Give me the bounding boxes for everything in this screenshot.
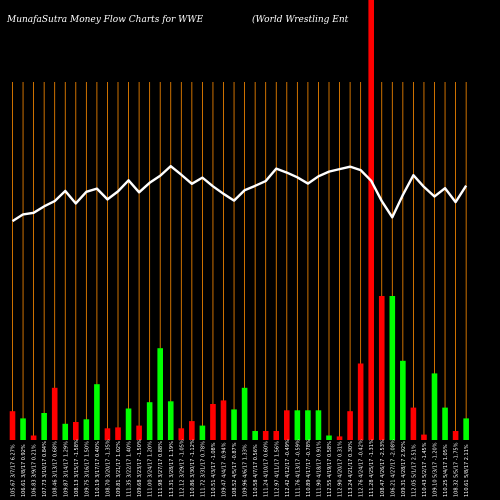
money-flow-bar bbox=[20, 418, 26, 440]
x-tick-label: 106.61 3/8/17 0.92% bbox=[21, 444, 27, 497]
money-flow-bar bbox=[326, 435, 332, 440]
x-tick-label: 109.10 5/3/17 -1.20% bbox=[433, 442, 439, 497]
money-flow-bar bbox=[104, 428, 111, 440]
x-tick-label: 109.68 3/23/17 -1.50% bbox=[137, 439, 143, 497]
money-flow-bar bbox=[157, 348, 163, 440]
x-tick-label: 109.87 3/14/17 1.29% bbox=[63, 441, 69, 497]
money-flow-bar bbox=[347, 411, 353, 440]
money-flow-bar bbox=[146, 402, 153, 440]
x-tick-label: 108.47 4/26/17 -2.53% bbox=[380, 439, 386, 497]
money-flow-bar bbox=[220, 400, 227, 440]
money-flow-bar bbox=[136, 425, 142, 440]
x-tick-label: 111.24 4/10/17 0.60% bbox=[264, 441, 270, 497]
x-tick-label: 110.25 5/4/17 1.05% bbox=[443, 444, 449, 497]
money-flow-bar bbox=[167, 401, 174, 440]
x-tick-label: 108.52 4/5/17 -0.87% bbox=[232, 442, 238, 497]
money-flow-bar bbox=[231, 409, 237, 440]
money-flow-bar bbox=[389, 296, 396, 440]
money-flow-bar bbox=[357, 363, 364, 440]
money-flow-bar bbox=[463, 418, 469, 440]
money-flow-bar bbox=[30, 435, 37, 440]
x-tick-label: 108.70 3/20/17 -1.35% bbox=[105, 439, 111, 497]
x-tick-label: 109.81 3/21/17 1.02% bbox=[116, 441, 122, 497]
money-flow-bar bbox=[294, 410, 301, 440]
money-flow-bar bbox=[273, 431, 280, 440]
x-tick-label: 110.43 5/2/17 -1.45% bbox=[422, 442, 428, 497]
x-tick-label: 113.24 4/21/17 0.30% bbox=[348, 441, 354, 497]
grid-lines bbox=[12, 82, 467, 440]
money-flow-bar bbox=[41, 413, 47, 440]
x-tick-label: 105.67 3/7/17 6.27% bbox=[11, 444, 17, 497]
x-tick-label: 108.13 3/15/17 -1.58% bbox=[74, 439, 80, 497]
x-tick-label: 106.83 3/9/17 0.21% bbox=[32, 444, 38, 497]
money-flow-bar bbox=[241, 387, 248, 440]
x-tick-label: 112.76 4/24/17 -0.42% bbox=[359, 439, 365, 497]
money-flow-bar bbox=[189, 421, 195, 440]
x-tick-label: 111.35 3/22/17 1.40% bbox=[127, 441, 133, 497]
x-tick-label: 113.31 3/28/17 1.19% bbox=[169, 441, 175, 497]
x-tick-label: 112.90 4/20/17 0.31% bbox=[338, 441, 344, 497]
x-tick-label: 112.12 3/29/17 -1.05% bbox=[179, 439, 185, 497]
x-axis-tick-labels: 105.67 3/7/17 6.27% 106.61 3/8/17 0.92% 10… bbox=[11, 439, 471, 497]
x-tick-label: 110.89 4/17/17 -0.78% bbox=[306, 439, 312, 497]
x-tick-label: 109.96 4/6/17 1.33% bbox=[243, 444, 249, 497]
x-tick-label: 112.42 4/12/17 -0.49% bbox=[285, 439, 291, 497]
price-line-path bbox=[11, 164, 468, 223]
company-name: (World Wrestling Ent bbox=[252, 15, 349, 25]
money-flow-bar bbox=[210, 404, 216, 440]
x-tick-label: 109.75 3/16/17 1.50% bbox=[84, 441, 90, 497]
price-line bbox=[11, 164, 468, 223]
money-flow-bar bbox=[284, 410, 290, 440]
x-tick-label: 108.32 5/5/17 -1.75% bbox=[454, 442, 460, 497]
x-tick-label: 109.31 4/28/17 2.92% bbox=[401, 441, 407, 497]
x-tick-label: 106.21 4/27/17 -2.08% bbox=[390, 439, 396, 497]
money-flow-bar bbox=[336, 436, 343, 440]
money-flow-bar bbox=[125, 408, 132, 440]
money-flow-bar bbox=[115, 427, 121, 440]
x-tick-label: 110.86 3/30/17 -1.12% bbox=[190, 439, 196, 497]
chart-title: MunafaSutra Money Flow Charts for WWE bbox=[7, 15, 204, 25]
money-flow-bar bbox=[73, 422, 79, 440]
x-tick-label: 110.58 4/7/17 0.56% bbox=[253, 444, 259, 497]
x-tick-label: 111.28 4/25/17 -1.31% bbox=[369, 439, 375, 497]
x-tick-label: 107.73 3/10/17 0.84% bbox=[42, 441, 48, 497]
x-tick-label: 112.55 4/19/17 0.58% bbox=[327, 441, 333, 497]
money-flow-bar bbox=[421, 434, 427, 440]
money-flow-bar bbox=[410, 407, 417, 440]
x-tick-label: 110.51 4/3/17 -1.08% bbox=[211, 442, 217, 497]
x-tick-label: 111.90 4/18/17 0.91% bbox=[316, 441, 322, 497]
x-tick-label: 112.05 5/1/17 2.51% bbox=[411, 444, 417, 497]
x-tick-label: 108.46 3/13/17 0.68% bbox=[53, 441, 59, 497]
x-tick-label: 112.97 4/11/17 1.56% bbox=[274, 441, 280, 497]
x-tick-label: 109.47 4/4/17 -0.94% bbox=[222, 442, 228, 497]
x-tick-label: 111.00 3/24/17 1.20% bbox=[148, 441, 154, 497]
money-flow-bar bbox=[442, 407, 448, 440]
money-flow-bar bbox=[94, 384, 100, 440]
money-flow-bar bbox=[452, 431, 459, 440]
money-flow-bar bbox=[9, 411, 16, 440]
x-tick-label: 110.61 5/8/17 2.11% bbox=[464, 444, 470, 497]
money-flow-bar bbox=[83, 419, 90, 440]
x-tick-label: 111.72 3/31/17 0.78% bbox=[200, 441, 206, 497]
money-flow-bar bbox=[51, 387, 58, 440]
money-flow-bar bbox=[262, 431, 269, 440]
money-flow-bar bbox=[252, 431, 258, 440]
money-flow-bar bbox=[378, 296, 385, 440]
money-flow-bar bbox=[431, 373, 438, 440]
money-flow-bar bbox=[199, 425, 206, 440]
money-flow-bar bbox=[368, 0, 374, 440]
money-flow-bar bbox=[305, 410, 311, 440]
money-flow-bar bbox=[62, 423, 69, 440]
x-tick-label: 110.19 3/17/17 0.40% bbox=[95, 441, 101, 497]
money-flow-bars bbox=[9, 0, 469, 440]
money-flow-bar bbox=[178, 428, 185, 440]
money-flow-bar bbox=[400, 360, 406, 440]
x-tick-label: 111.76 4/13/17 -0.59% bbox=[295, 439, 301, 497]
money-flow-bar bbox=[315, 410, 322, 440]
x-tick-label: 111.98 3/27/17 0.88% bbox=[158, 441, 164, 497]
